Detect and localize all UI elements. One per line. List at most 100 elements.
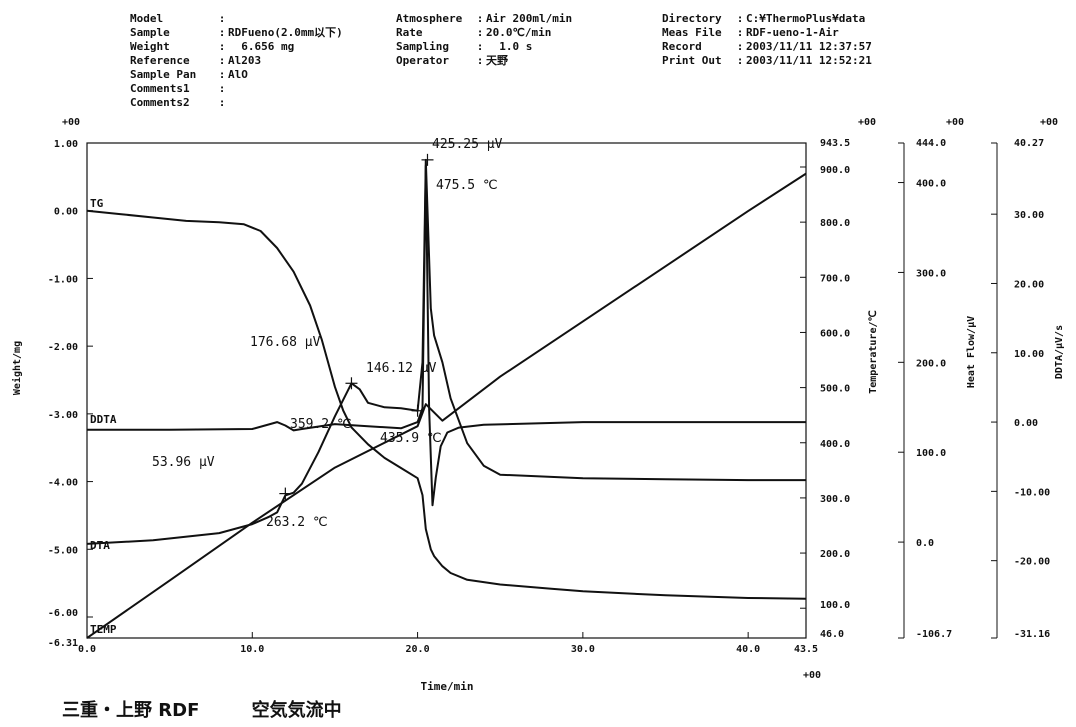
temperature-tick-label: 700.0 (820, 273, 850, 284)
header-column-sample: Model: Sample: RDFueno(2.0mm以下) Weight: 6… (130, 12, 343, 110)
x-tick-label: 0.0 (78, 644, 96, 655)
weight-tick-label: -2.00 (48, 342, 78, 353)
header-row: Rate:20.0℃/min (396, 26, 552, 39)
ddta-tick-label: 30.00 (1014, 210, 1044, 221)
header-row: Comments1: (130, 82, 226, 95)
header-label: Sample (130, 26, 170, 39)
header-label: Reference (130, 54, 190, 67)
header-row: Comments2: (130, 96, 226, 109)
header-label: Meas File (662, 26, 722, 39)
heat-flow-axis-title: Heat Flow/μV (966, 316, 977, 388)
header-row: Sample: RDFueno(2.0mm以下) (130, 26, 343, 39)
header-row: Reference: Al203 (130, 54, 262, 67)
sample-caption: 三重・上野 RDF (62, 700, 200, 721)
series-label-dta: DTA (90, 539, 110, 552)
header-value: C:¥ThermoPlus¥data (746, 12, 866, 25)
temperature-tick-label: 900.0 (820, 165, 850, 176)
header-label: Sample Pan (130, 68, 197, 81)
temperature-tick-label: 100.0 (820, 600, 850, 611)
chart-footer: 三重・上野 RDF 空気気流中 (62, 696, 388, 722)
measurement-header: Model: Sample: RDFueno(2.0mm以下) Weight: 6… (0, 6, 1076, 118)
axis-ticks (86, 142, 998, 639)
series-temp-line (86, 172, 807, 639)
temperature-tick-label: 300.0 (820, 494, 850, 505)
series-tg-line (86, 209, 807, 600)
heat-flow-tick-label: -106.7 (916, 629, 952, 640)
annotation-label: 53.96 μV (152, 455, 215, 470)
header-value: Air 200ml/min (486, 12, 573, 25)
atmosphere-caption: 空気気流中 (251, 700, 342, 721)
header-row: Sampling: 1.0 s (396, 40, 533, 53)
header-value: RDFueno(2.0mm以下) (228, 26, 343, 39)
ddta-tick-label: 0.00 (1014, 418, 1038, 429)
header-label: Directory (662, 12, 722, 25)
series-label-ddta: DDTA (90, 413, 117, 426)
header-row: Print Out:2003/11/11 12:52:21 (662, 54, 872, 67)
temperature-tick-label: 600.0 (820, 328, 850, 339)
header-value: AlO (228, 68, 248, 81)
ddta-tick-label: -20.00 (1014, 557, 1050, 568)
header-label: Weight (130, 40, 170, 53)
series-dta-line (86, 158, 806, 545)
x-tick-label: 43.5 (794, 644, 818, 655)
data-curves (86, 153, 807, 639)
header-value: 1.0 s (486, 40, 533, 53)
header-value: Al203 (228, 54, 262, 67)
heat-flow-tick-label: 200.0 (916, 358, 946, 369)
header-row: Operator: 天野 (396, 54, 508, 67)
heat-flow-axis-multiplier: +00 (946, 117, 964, 128)
series-label-temp: TEMP (90, 623, 117, 636)
weight-tick-label: -6.00 (48, 608, 78, 619)
annotation-label: 359.2 ℃ (290, 417, 352, 432)
temperature-tick-label: 400.0 (820, 439, 850, 450)
temperature-tick-label: 200.0 (820, 549, 850, 560)
header-row: Meas File: RDF-ueno-1-Air (662, 26, 839, 39)
ddta-axis-multiplier: +00 (1040, 117, 1058, 128)
temperature-tick-label: 46.0 (820, 629, 844, 640)
heat-flow-tick-label: 300.0 (916, 268, 946, 279)
weight-tick-label: -1.00 (48, 274, 78, 285)
header-row: Weight: 6.656 mg (130, 40, 295, 53)
temperature-axis-multiplier: +00 (858, 117, 876, 128)
x-tick-label: 20.0 (406, 644, 430, 655)
ddta-tick-label: -31.16 (1014, 629, 1050, 640)
ddta-tick-label: 40.27 (1014, 138, 1044, 149)
temperature-tick-label: 800.0 (820, 218, 850, 229)
weight-tick-label: -5.00 (48, 545, 78, 556)
weight-tick-label: 1.00 (54, 139, 78, 150)
header-row: Model: (130, 12, 226, 25)
header-row: Sample Pan: AlO (130, 68, 248, 81)
weight-tick-label: -6.31 (48, 638, 78, 649)
temperature-axis-title: Temperature/℃ (868, 310, 879, 393)
weight-axis-title: Weight/mg (11, 341, 23, 395)
heat-flow-tick-label: 444.0 (916, 138, 946, 149)
x-tick-label: 10.0 (240, 644, 264, 655)
annotation-label: 475.5 ℃ (436, 178, 498, 193)
chart-labels: 0.0 10.0 20.0 30.0 40.0 43.5 +00 Time/min +00 1.0… (11, 117, 1065, 693)
x-tick-label: 40.0 (736, 644, 760, 655)
annotation-label: 176.68 μV (250, 335, 321, 350)
header-column-conditions: Atmosphere: Air 200ml/min Rate:20.0℃/min … (396, 12, 572, 68)
x-axis-title: Time/min (421, 680, 474, 693)
header-label: Rate (396, 26, 423, 39)
header-label: Comments1 (130, 82, 190, 95)
annotation-label: 435.9 ℃ (380, 431, 442, 446)
header-label: Atmosphere (396, 12, 463, 25)
header-row: Directory: C:¥ThermoPlus¥data (662, 12, 866, 25)
header-value: 6.656 mg (228, 40, 295, 53)
series-label-tg: TG (90, 197, 104, 210)
heat-flow-tick-label: 100.0 (916, 448, 946, 459)
weight-tick-label: 0.00 (54, 207, 78, 218)
weight-axis-multiplier: +00 (62, 117, 80, 128)
annotation-label: 425.25 μV (432, 137, 503, 152)
header-label: Sampling (396, 40, 449, 53)
plot-area-border (86, 142, 807, 639)
header-label: Comments2 (130, 96, 190, 109)
header-value: 天野 (486, 54, 508, 67)
header-label: Model (130, 12, 164, 25)
plot-frame (86, 142, 807, 639)
weight-tick-label: -4.00 (48, 478, 78, 489)
header-label: Record (662, 40, 702, 53)
header-value: 20.0℃/min (486, 26, 552, 39)
